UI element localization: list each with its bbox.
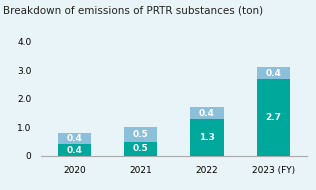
Text: 0.5: 0.5 <box>133 130 149 139</box>
Text: 0.4: 0.4 <box>199 108 215 118</box>
Bar <box>190 119 224 156</box>
Text: 0.5: 0.5 <box>133 144 149 153</box>
Text: Breakdown of emissions of PRTR substances (ton): Breakdown of emissions of PRTR substance… <box>3 6 263 16</box>
Text: 2.7: 2.7 <box>265 113 281 122</box>
Bar <box>58 133 91 144</box>
Text: 0.4: 0.4 <box>265 69 281 78</box>
Bar <box>124 127 157 142</box>
Text: 0.4: 0.4 <box>66 134 82 143</box>
Bar <box>190 107 224 119</box>
Text: 0.4: 0.4 <box>66 146 82 155</box>
Bar <box>124 142 157 156</box>
Bar <box>257 79 290 156</box>
Text: 1.3: 1.3 <box>199 133 215 142</box>
Bar <box>58 144 91 156</box>
Bar <box>257 67 290 79</box>
